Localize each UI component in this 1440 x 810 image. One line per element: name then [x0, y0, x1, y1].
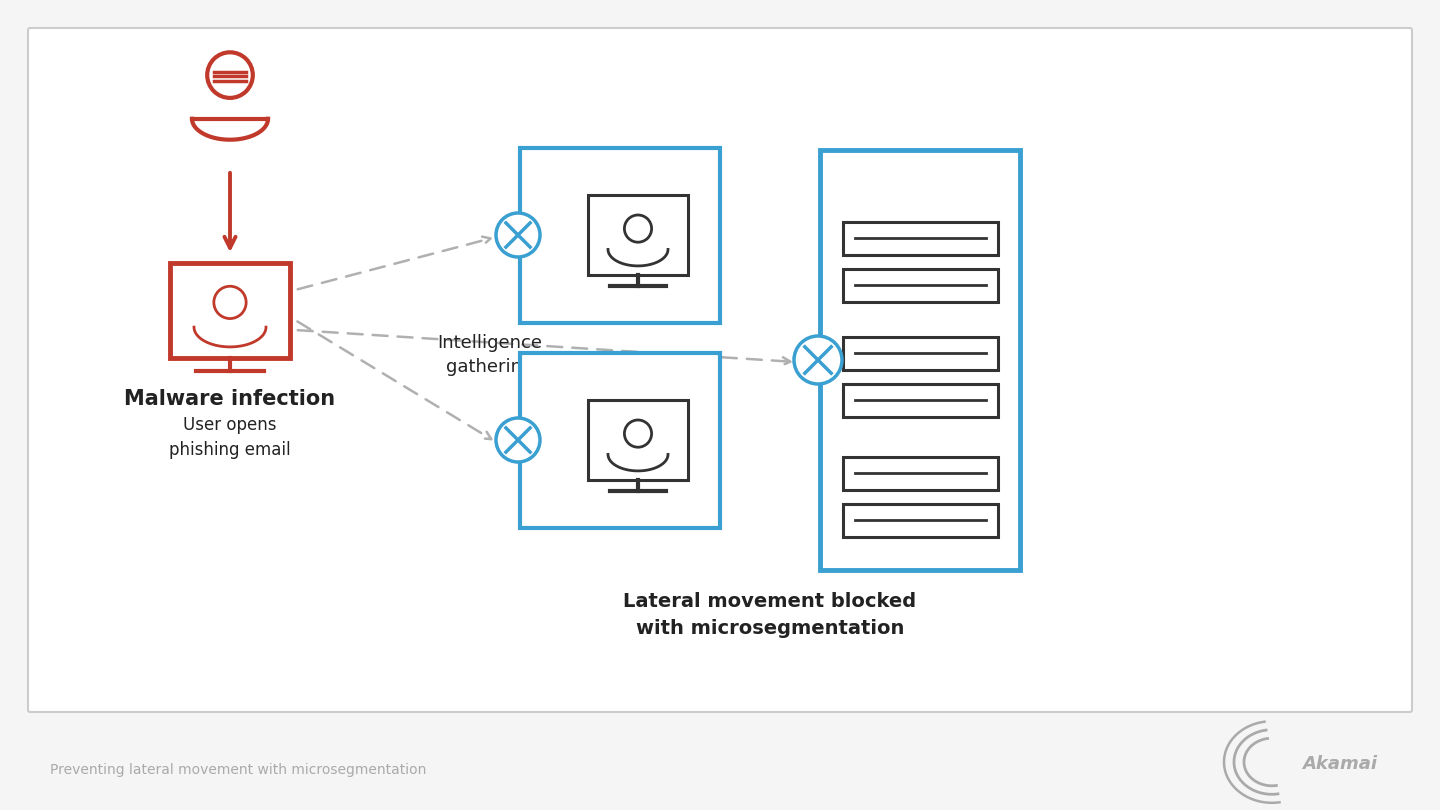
Text: Intelligence
gathering: Intelligence gathering	[438, 335, 543, 376]
Text: User opens
phishing email: User opens phishing email	[168, 416, 291, 458]
FancyBboxPatch shape	[842, 383, 998, 416]
FancyBboxPatch shape	[842, 504, 998, 536]
Text: Lateral movement blocked
with microsegmentation: Lateral movement blocked with microsegme…	[624, 592, 917, 637]
FancyBboxPatch shape	[588, 195, 688, 275]
FancyBboxPatch shape	[842, 336, 998, 369]
Circle shape	[793, 336, 842, 384]
FancyBboxPatch shape	[842, 268, 998, 301]
FancyBboxPatch shape	[819, 150, 1020, 570]
Circle shape	[495, 213, 540, 257]
FancyBboxPatch shape	[520, 352, 720, 527]
Text: Akamai: Akamai	[1302, 755, 1377, 773]
Circle shape	[495, 418, 540, 462]
Text: Preventing lateral movement with microsegmentation: Preventing lateral movement with microse…	[50, 763, 426, 777]
Text: Malware infection: Malware infection	[124, 389, 336, 409]
FancyBboxPatch shape	[27, 28, 1413, 712]
FancyBboxPatch shape	[842, 221, 998, 254]
FancyBboxPatch shape	[842, 457, 998, 489]
FancyBboxPatch shape	[170, 262, 289, 357]
FancyBboxPatch shape	[520, 147, 720, 322]
FancyBboxPatch shape	[588, 400, 688, 480]
